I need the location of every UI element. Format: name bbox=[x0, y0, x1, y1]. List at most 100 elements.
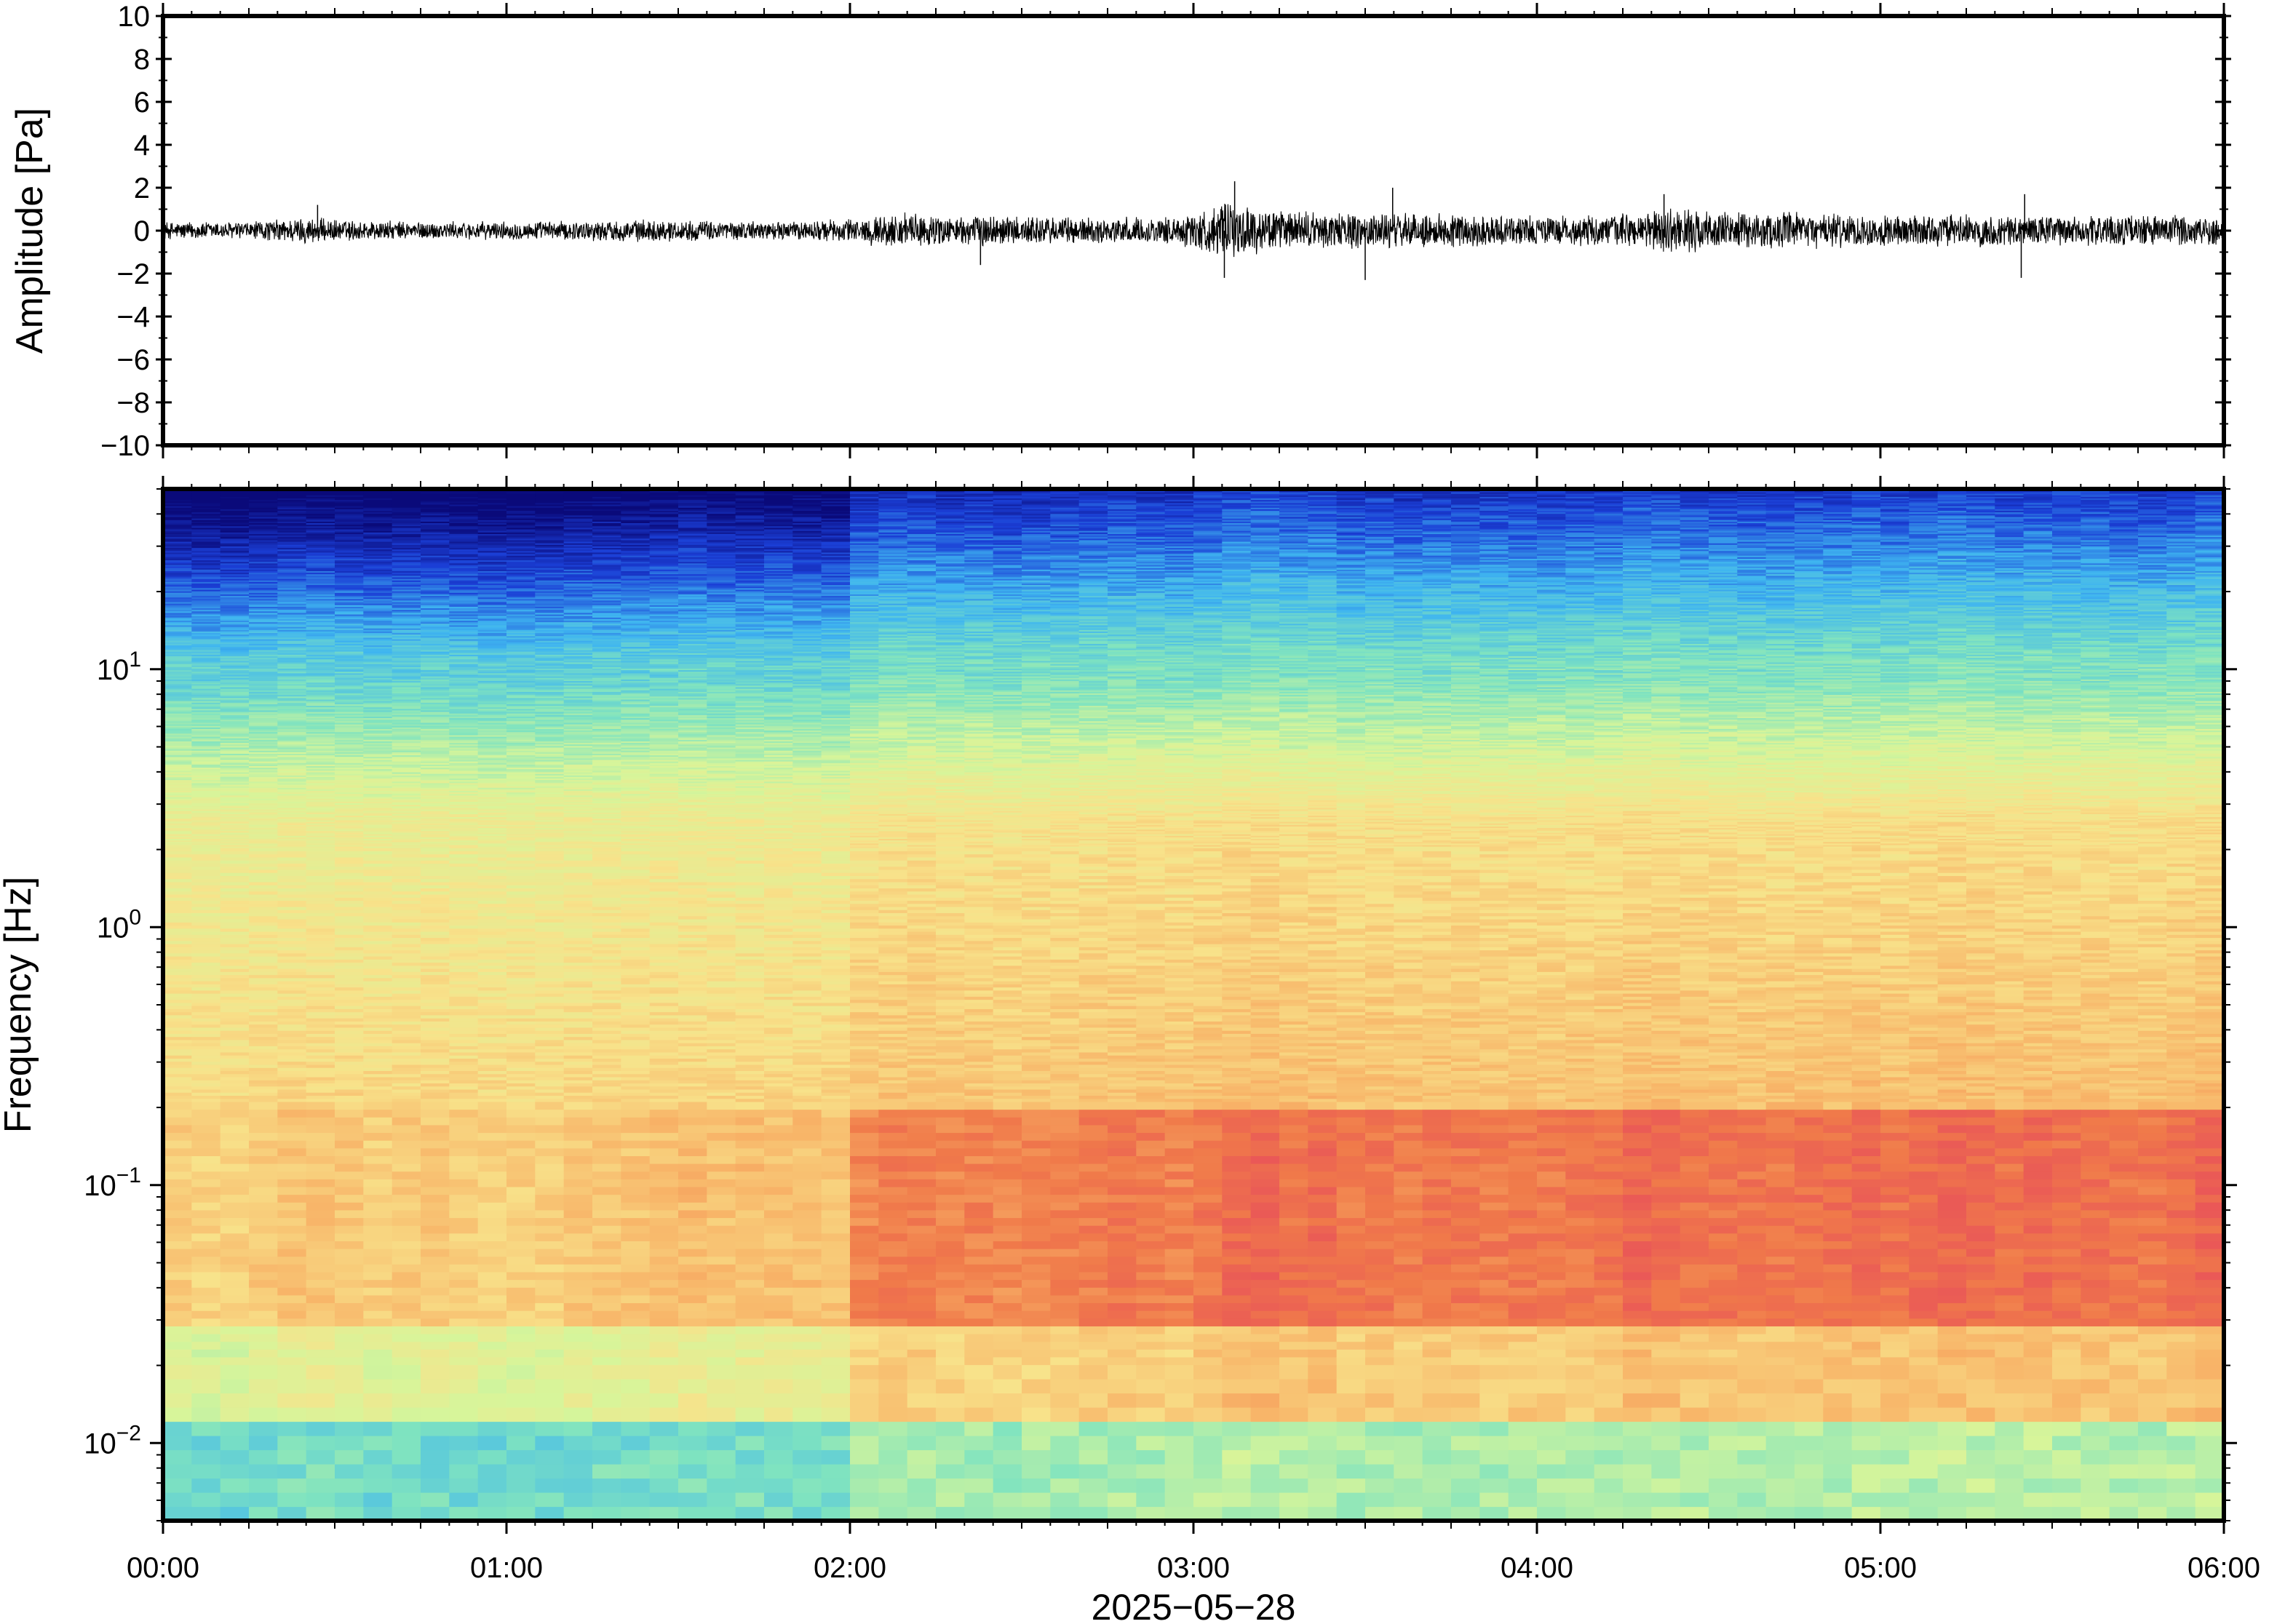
spectrogram-cell bbox=[449, 1074, 478, 1078]
spectrogram-cell bbox=[220, 1492, 250, 1507]
spectrogram-cell bbox=[220, 1043, 250, 1046]
spectrogram-cell bbox=[392, 947, 421, 950]
spectrogram-cell bbox=[277, 909, 306, 913]
spectrogram-cell bbox=[421, 1393, 450, 1408]
spectrogram-cell bbox=[449, 966, 478, 969]
spectrogram-cell bbox=[449, 863, 478, 867]
spectrogram-cell bbox=[306, 848, 335, 851]
spectrogram-cell bbox=[191, 1043, 220, 1046]
spectrogram-cell bbox=[249, 1074, 278, 1078]
waveform-y-tick-label: 6 bbox=[134, 87, 150, 119]
spectrogram-cell bbox=[277, 984, 306, 987]
spectrogram-cell bbox=[220, 1140, 250, 1148]
spectrogram-cell bbox=[249, 968, 278, 972]
spectrogram-cell bbox=[306, 1492, 335, 1507]
spectrogram-cell bbox=[392, 1018, 421, 1022]
spectrogram-cell bbox=[478, 1058, 507, 1062]
spectrogram-cell bbox=[363, 1148, 392, 1156]
spectrogram-cell bbox=[535, 1027, 564, 1031]
spectrogram-cell bbox=[506, 867, 536, 870]
spectrogram-cell bbox=[249, 981, 278, 984]
spectrogram-cell bbox=[306, 904, 335, 907]
spectrogram-cell bbox=[220, 1125, 250, 1133]
spectrogram-cell bbox=[335, 931, 364, 935]
spectrogram-cell bbox=[506, 1179, 536, 1187]
spectrogram-cell bbox=[335, 1280, 364, 1288]
spectrogram-cell bbox=[220, 909, 250, 913]
spectrogram-cell bbox=[449, 1217, 478, 1225]
spectrogram-cell bbox=[506, 1148, 536, 1156]
spectrogram-cell bbox=[277, 1037, 306, 1040]
spectrogram-cell bbox=[449, 944, 478, 947]
spectrogram-cell bbox=[392, 882, 421, 885]
spectrogram-cell bbox=[449, 984, 478, 987]
spectrogram-cell bbox=[306, 928, 335, 932]
spectrogram-cell bbox=[363, 1318, 392, 1326]
spectrogram-cell bbox=[335, 1302, 364, 1310]
spectrogram-cell bbox=[277, 912, 306, 916]
spectrogram-cell bbox=[506, 1163, 536, 1171]
spectrogram-cell bbox=[191, 975, 220, 979]
spectrogram-cell bbox=[363, 1310, 392, 1318]
spectrogram-cell bbox=[306, 1064, 335, 1068]
spectrogram-cell bbox=[363, 1099, 392, 1102]
spectrogram-cell bbox=[220, 1040, 250, 1043]
spectrogram-cell bbox=[449, 1436, 478, 1450]
spectrogram-cell bbox=[363, 1179, 392, 1187]
spectrogram-cell bbox=[392, 922, 421, 926]
spectrogram-cell bbox=[335, 1225, 364, 1233]
spectrogram-cell bbox=[392, 1478, 421, 1493]
spectrogram-cell bbox=[363, 1334, 392, 1342]
spectrogram-cell bbox=[421, 1006, 450, 1009]
spectrogram-cell bbox=[191, 1006, 220, 1009]
spectrogram-cell bbox=[163, 978, 192, 982]
spectrogram-cell bbox=[191, 1092, 220, 1096]
spectrogram-cell bbox=[421, 1086, 450, 1090]
spectrogram-cell bbox=[421, 947, 450, 950]
spectrogram-cell bbox=[392, 888, 421, 891]
spectrogram-cell bbox=[306, 1450, 335, 1465]
spectrogram-cell bbox=[335, 1187, 364, 1195]
spectrogram-cell bbox=[335, 1089, 364, 1093]
spectrogram-cell bbox=[478, 1140, 507, 1148]
spectrogram-cell bbox=[478, 1257, 507, 1265]
spectrogram-cell bbox=[506, 959, 536, 963]
spectrogram-cell bbox=[392, 1264, 421, 1272]
spectrogram-cell bbox=[191, 937, 220, 941]
spectrogram-cell bbox=[306, 1099, 335, 1102]
spectrogram-cell bbox=[478, 1210, 507, 1218]
spectrogram-cell bbox=[363, 1217, 392, 1225]
spectrogram-cell bbox=[163, 863, 192, 867]
spectrogram-cell bbox=[478, 872, 507, 876]
spectrogram-cell bbox=[535, 1450, 564, 1465]
spectrogram-cell bbox=[163, 1249, 192, 1257]
spectrogram-cell bbox=[335, 1062, 364, 1065]
spectrogram-cell bbox=[506, 1187, 536, 1195]
spectrogram-cell bbox=[191, 963, 220, 966]
spectrogram-cell bbox=[335, 1080, 364, 1083]
spectrogram-cell bbox=[306, 1037, 335, 1040]
spectrogram-cell bbox=[421, 1464, 450, 1478]
spectrogram-cell bbox=[478, 1095, 507, 1099]
spectrogram-cell bbox=[506, 1407, 536, 1422]
spectrogram-cell bbox=[478, 1187, 507, 1195]
spectrogram-cell bbox=[392, 885, 421, 888]
spectrogram-cell bbox=[392, 1021, 421, 1024]
spectrogram-cell bbox=[392, 1148, 421, 1156]
spectrogram-cell bbox=[363, 909, 392, 913]
spectrogram-cell bbox=[535, 1080, 564, 1083]
spectrogram-cell bbox=[363, 1015, 392, 1019]
spectrogram-cell bbox=[392, 944, 421, 947]
spectrogram-cell bbox=[478, 1217, 507, 1225]
spectrogram-cell bbox=[249, 919, 278, 923]
spectrogram-cell bbox=[506, 851, 536, 854]
spectrogram-cell bbox=[277, 1052, 306, 1056]
spectrogram-cell bbox=[163, 1067, 192, 1071]
spectrogram-cell bbox=[535, 990, 564, 994]
spectrogram-cell bbox=[449, 1117, 478, 1125]
spectrogram-cell bbox=[191, 894, 220, 898]
spectrogram-cell bbox=[363, 1302, 392, 1310]
spectrogram-cell bbox=[220, 1422, 250, 1436]
spectrogram-cell bbox=[478, 971, 507, 975]
spectrogram-cell bbox=[478, 993, 507, 997]
